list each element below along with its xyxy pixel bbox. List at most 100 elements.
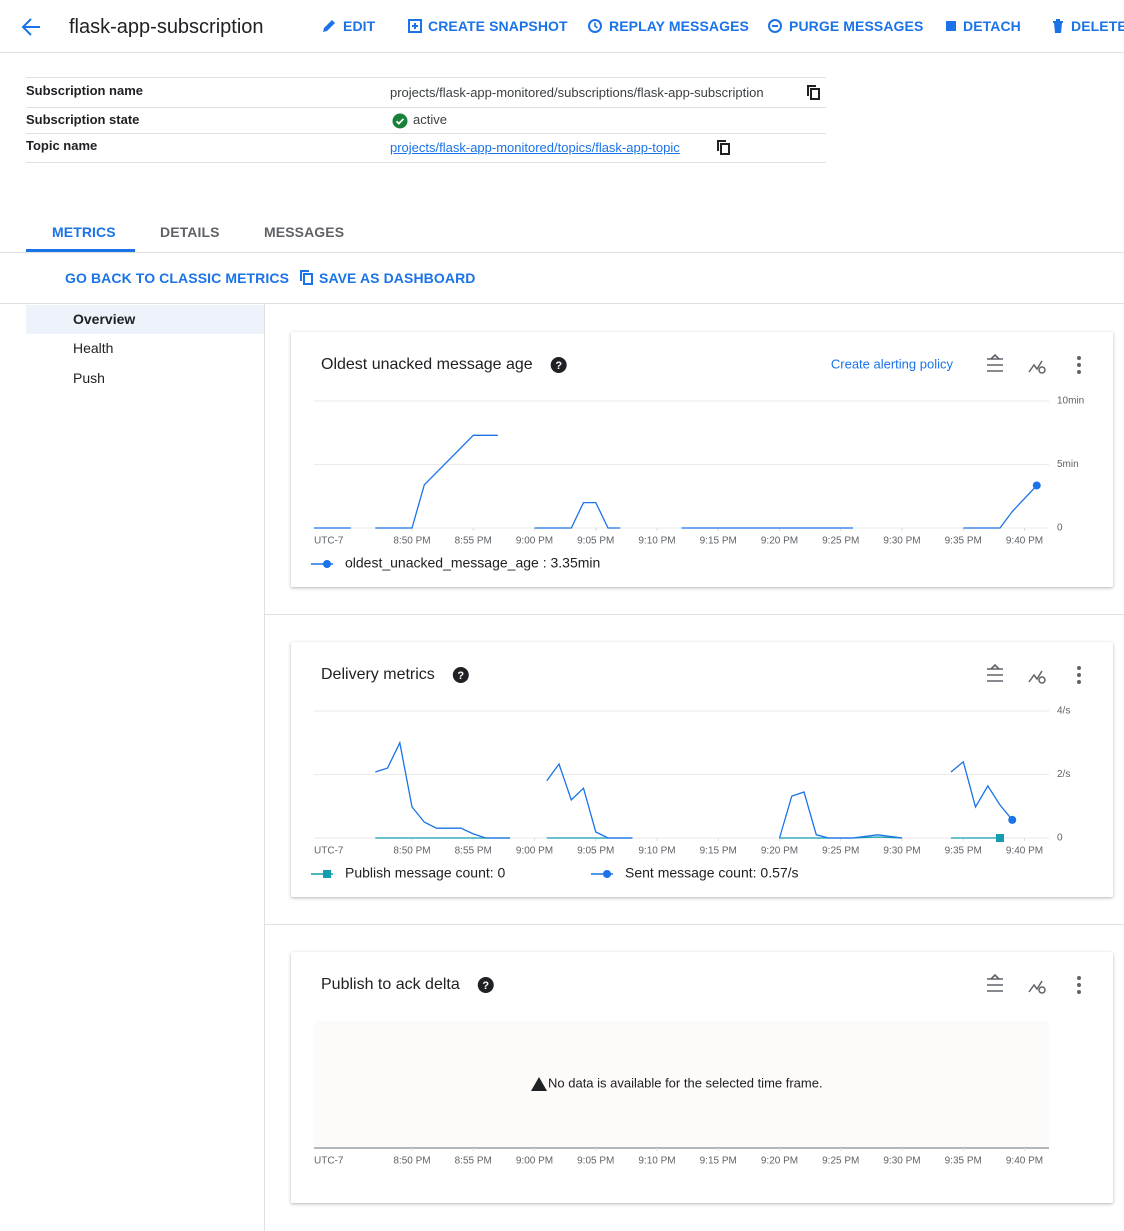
copy-icon[interactable] bbox=[806, 85, 822, 101]
x-tick-label: 9:20 PM bbox=[761, 1156, 798, 1167]
tab[interactable]: DETAILS bbox=[160, 224, 220, 240]
warning-icon bbox=[531, 1077, 547, 1091]
page-title: flask-app-subscription bbox=[69, 16, 264, 38]
legend-marker bbox=[323, 870, 331, 878]
tab[interactable]: METRICS bbox=[52, 224, 116, 240]
explore-icon bbox=[1028, 670, 1043, 683]
header-action[interactable]: DETACH bbox=[963, 18, 1021, 34]
header-action[interactable]: CREATE SNAPSHOT bbox=[428, 18, 568, 34]
more-icon bbox=[1077, 976, 1081, 980]
chart-card: Delivery metrics? 0 2/s 4/s UTC-7 8:50 PM 8:55… bbox=[291, 642, 1113, 897]
chart: Publish to ack delta ? No data is availabl… bbox=[314, 973, 1081, 1167]
help-glyph: ? bbox=[555, 360, 562, 372]
y-tick-label: 2/s bbox=[1057, 769, 1070, 780]
action-icon bbox=[946, 21, 956, 31]
explore-icon bbox=[1038, 986, 1046, 994]
detail-label: Topic name bbox=[26, 138, 98, 153]
x-tick-label: 9:00 PM bbox=[516, 1156, 553, 1167]
chart-title: Publish to ack delta bbox=[321, 976, 460, 993]
x-tick-label: 8:55 PM bbox=[455, 536, 492, 547]
x-tick-label: 8:50 PM bbox=[393, 1156, 430, 1167]
tab[interactable]: MESSAGES bbox=[264, 224, 345, 240]
x-tick-label: 9:00 PM bbox=[516, 536, 553, 547]
nav-item[interactable]: Push bbox=[73, 370, 105, 386]
topic-link[interactable]: projects/flask-app-monitored/topics/flas… bbox=[390, 140, 680, 155]
x-tick-label: 9:35 PM bbox=[945, 846, 982, 857]
dashboard-icon bbox=[300, 270, 313, 285]
y-tick-label: 5min bbox=[1057, 459, 1079, 470]
more-icon bbox=[1077, 673, 1081, 677]
timezone-label: UTC-7 bbox=[314, 1156, 344, 1167]
alert-policy-link[interactable]: Create alerting policy bbox=[831, 356, 954, 371]
row-line bbox=[26, 162, 826, 163]
x-tick-label: 9:10 PM bbox=[638, 536, 675, 547]
chart: Delivery metrics ? 0 2/s 4/s UTC-7 8:50 PM 8:55… bbox=[311, 663, 1081, 881]
nav-item[interactable]: Health bbox=[73, 340, 114, 356]
no-data-message: No data is available for the selected ti… bbox=[548, 1075, 823, 1090]
chart-title: Delivery metrics bbox=[321, 666, 435, 683]
divider bbox=[265, 614, 1124, 615]
header-action[interactable]: DELETE bbox=[1071, 18, 1124, 34]
x-tick-label: 9:35 PM bbox=[945, 536, 982, 547]
nav-item[interactable]: Overview bbox=[73, 311, 136, 327]
header-action[interactable]: PURGE MESSAGES bbox=[789, 18, 924, 34]
explore-icon bbox=[1028, 980, 1043, 993]
x-tick-label: 9:40 PM bbox=[1006, 1156, 1043, 1167]
point-marker bbox=[996, 834, 1004, 842]
x-tick-label: 9:15 PM bbox=[700, 1156, 737, 1167]
sidebar-border bbox=[264, 304, 265, 1231]
divider bbox=[0, 252, 1124, 253]
x-tick-label: 8:50 PM bbox=[393, 846, 430, 857]
explore-icon bbox=[1038, 366, 1046, 374]
y-tick-label: 0 bbox=[1057, 833, 1063, 844]
row-line bbox=[26, 133, 826, 134]
x-tick-label: 9:25 PM bbox=[822, 536, 859, 547]
x-tick-label: 9:00 PM bbox=[516, 846, 553, 857]
detail-label: Subscription name bbox=[26, 83, 144, 98]
x-tick-label: 9:20 PM bbox=[761, 846, 798, 857]
chart: Oldest unacked message age? Create alerti… bbox=[311, 353, 1084, 571]
x-tick-label: 9:40 PM bbox=[1006, 536, 1043, 547]
action-icon bbox=[1053, 19, 1063, 33]
y-tick-label: 0 bbox=[1057, 523, 1063, 534]
chart-title: Oldest unacked message age bbox=[321, 356, 533, 373]
x-tick-label: 9:15 PM bbox=[700, 536, 737, 547]
action-icon bbox=[408, 19, 422, 33]
point-marker bbox=[1032, 481, 1041, 490]
row-line bbox=[26, 77, 826, 78]
x-tick-label: 9:35 PM bbox=[945, 1156, 982, 1167]
more-icon bbox=[1077, 990, 1081, 994]
more-icon bbox=[1077, 983, 1081, 987]
legend-label: Publish message count: 0 bbox=[345, 865, 506, 881]
help-icon bbox=[550, 357, 567, 373]
tab-indicator bbox=[26, 249, 135, 252]
action-icon bbox=[768, 19, 782, 33]
metric-action[interactable]: SAVE AS DASHBOARD bbox=[319, 270, 476, 286]
x-tick-label: 9:30 PM bbox=[883, 1156, 920, 1167]
x-tick-label: 9:30 PM bbox=[883, 536, 920, 547]
divider bbox=[0, 303, 1124, 304]
metric-action[interactable]: GO BACK TO CLASSIC METRICS bbox=[65, 270, 290, 286]
action-icon bbox=[588, 19, 602, 33]
help-icon bbox=[477, 977, 494, 993]
status-icon bbox=[392, 113, 408, 129]
legend-label: oldest_unacked_message_age : 3.35min bbox=[345, 555, 600, 571]
back-arrow[interactable] bbox=[20, 16, 42, 38]
legend-marker bbox=[603, 870, 611, 878]
x-tick-label: 8:55 PM bbox=[455, 846, 492, 857]
action-icon bbox=[323, 20, 335, 32]
more-icon bbox=[1077, 370, 1081, 374]
x-tick-label: 9:40 PM bbox=[1006, 846, 1043, 857]
explore-icon bbox=[1028, 360, 1043, 373]
more-icon bbox=[1077, 363, 1081, 367]
x-tick-label: 9:05 PM bbox=[577, 1156, 614, 1167]
x-tick-label: 9:05 PM bbox=[577, 536, 614, 547]
divider bbox=[0, 52, 1124, 53]
series-line bbox=[314, 434, 1038, 529]
header-action[interactable]: EDIT bbox=[343, 18, 376, 34]
header-action[interactable]: REPLAY MESSAGES bbox=[609, 18, 749, 34]
help-icon bbox=[452, 667, 469, 683]
copy-icon[interactable] bbox=[716, 140, 732, 156]
legend-label: Sent message count: 0.57/s bbox=[625, 865, 799, 881]
series-line bbox=[375, 836, 1000, 839]
